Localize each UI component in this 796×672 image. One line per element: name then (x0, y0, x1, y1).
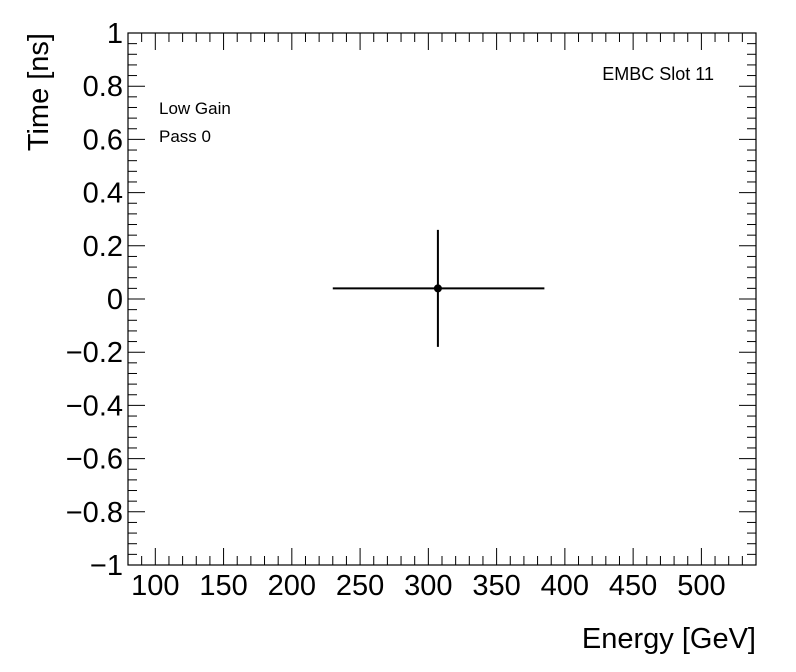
ticks (127, 32, 757, 566)
x-tick-label: 400 (541, 570, 589, 602)
y-tick-label: 0.2 (83, 231, 123, 263)
x-tick-label: 150 (199, 570, 247, 602)
y-tick-label: 0.6 (83, 124, 123, 156)
x-tick-labels: 100 150 200 250 300 350 400 450 500 (131, 570, 725, 602)
y-tick-label: −0.4 (66, 390, 123, 422)
x-tick-label: 300 (404, 570, 452, 602)
x-tick-label: 350 (472, 570, 520, 602)
x-tick-label: 250 (336, 570, 384, 602)
y-tick-label: −1 (90, 550, 123, 582)
y-tick-label: 0 (107, 284, 123, 316)
x-tick-label: 100 (131, 570, 179, 602)
annotation-pass: Pass 0 (159, 127, 211, 146)
data-point (433, 284, 442, 293)
y-tick-label: −0.6 (66, 444, 123, 476)
x-tick-label: 500 (677, 570, 725, 602)
x-tick-label: 200 (268, 570, 316, 602)
x-axis-title: Energy [GeV] (582, 623, 756, 655)
y-tick-label: 1 (107, 18, 123, 50)
data-points (332, 229, 545, 347)
y-axis-title: Time [ns] (23, 33, 55, 151)
y-tick-label: −0.2 (66, 337, 123, 369)
x-tick-label: 450 (609, 570, 657, 602)
annotation-gain: Low Gain (159, 99, 231, 118)
y-tick-label: 0.8 (83, 71, 123, 103)
y-tick-label: −0.8 (66, 497, 123, 529)
annotation-slot: EMBC Slot 11 (602, 64, 714, 84)
y-tick-labels: −1 −0.8 −0.6 −0.4 −0.2 0 0.2 0.4 0.6 0.8 1 (66, 18, 123, 582)
y-tick-label: 0.4 (83, 178, 123, 210)
